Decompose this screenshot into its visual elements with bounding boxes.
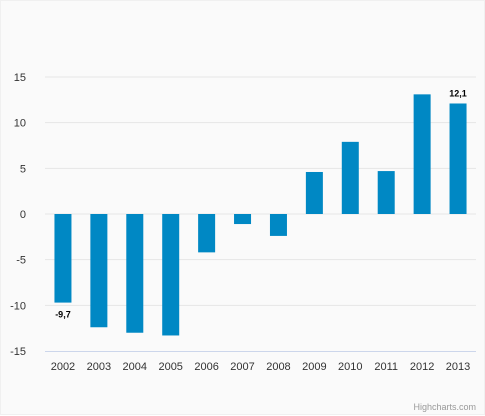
x-tick-label: 2010	[338, 361, 362, 373]
x-tick-label: 2002	[51, 361, 75, 373]
y-tick-label: -15	[10, 346, 26, 358]
x-tick-label: 2012	[410, 361, 434, 373]
x-tick-label: 2005	[158, 361, 182, 373]
bar-2008[interactable]	[269, 214, 287, 236]
x-tick-label: 2004	[123, 361, 147, 373]
y-tick-label: -5	[16, 255, 26, 267]
bar-2009[interactable]	[305, 171, 323, 214]
bar-2011[interactable]	[377, 171, 395, 214]
y-axis-ticks: 15 10 5 0 -5 -10 -15	[10, 72, 26, 358]
bar-2006[interactable]	[198, 214, 216, 253]
x-tick-label: 2006	[194, 361, 218, 373]
credits-link[interactable]: Highcharts.com	[413, 402, 476, 412]
y-tick-label: 15	[14, 72, 26, 84]
bar-2002[interactable]	[54, 214, 72, 303]
y-tick-label: 10	[14, 118, 26, 130]
x-tick-label: 2009	[302, 361, 326, 373]
y-tick-label: 0	[20, 209, 26, 221]
x-tick-label: 2013	[446, 361, 470, 373]
bar-2007[interactable]	[234, 214, 252, 225]
bar-2004[interactable]	[126, 214, 144, 333]
data-label-2002: -9,7	[55, 310, 71, 320]
x-tick-label: 2011	[374, 361, 398, 373]
grid-lines	[45, 76, 476, 306]
data-labels: -9,7 12,1	[55, 88, 467, 319]
data-label-2013: 12,1	[449, 88, 467, 98]
y-tick-label: 5	[20, 163, 26, 175]
x-tick-label: 2007	[230, 361, 254, 373]
x-tick-label: 2003	[87, 361, 111, 373]
bars	[54, 94, 467, 336]
y-tick-label: -10	[10, 300, 26, 312]
bar-2005[interactable]	[162, 214, 180, 336]
x-axis-ticks: 2002 2003 2004 2005 2006 2007 2008 2009 2010 2011…	[51, 361, 471, 373]
bar-2010[interactable]	[341, 141, 359, 214]
bar-2012[interactable]	[413, 94, 431, 214]
bar-2013[interactable]	[449, 103, 467, 214]
x-tick-label: 2008	[266, 361, 290, 373]
bar-2003[interactable]	[90, 214, 108, 328]
